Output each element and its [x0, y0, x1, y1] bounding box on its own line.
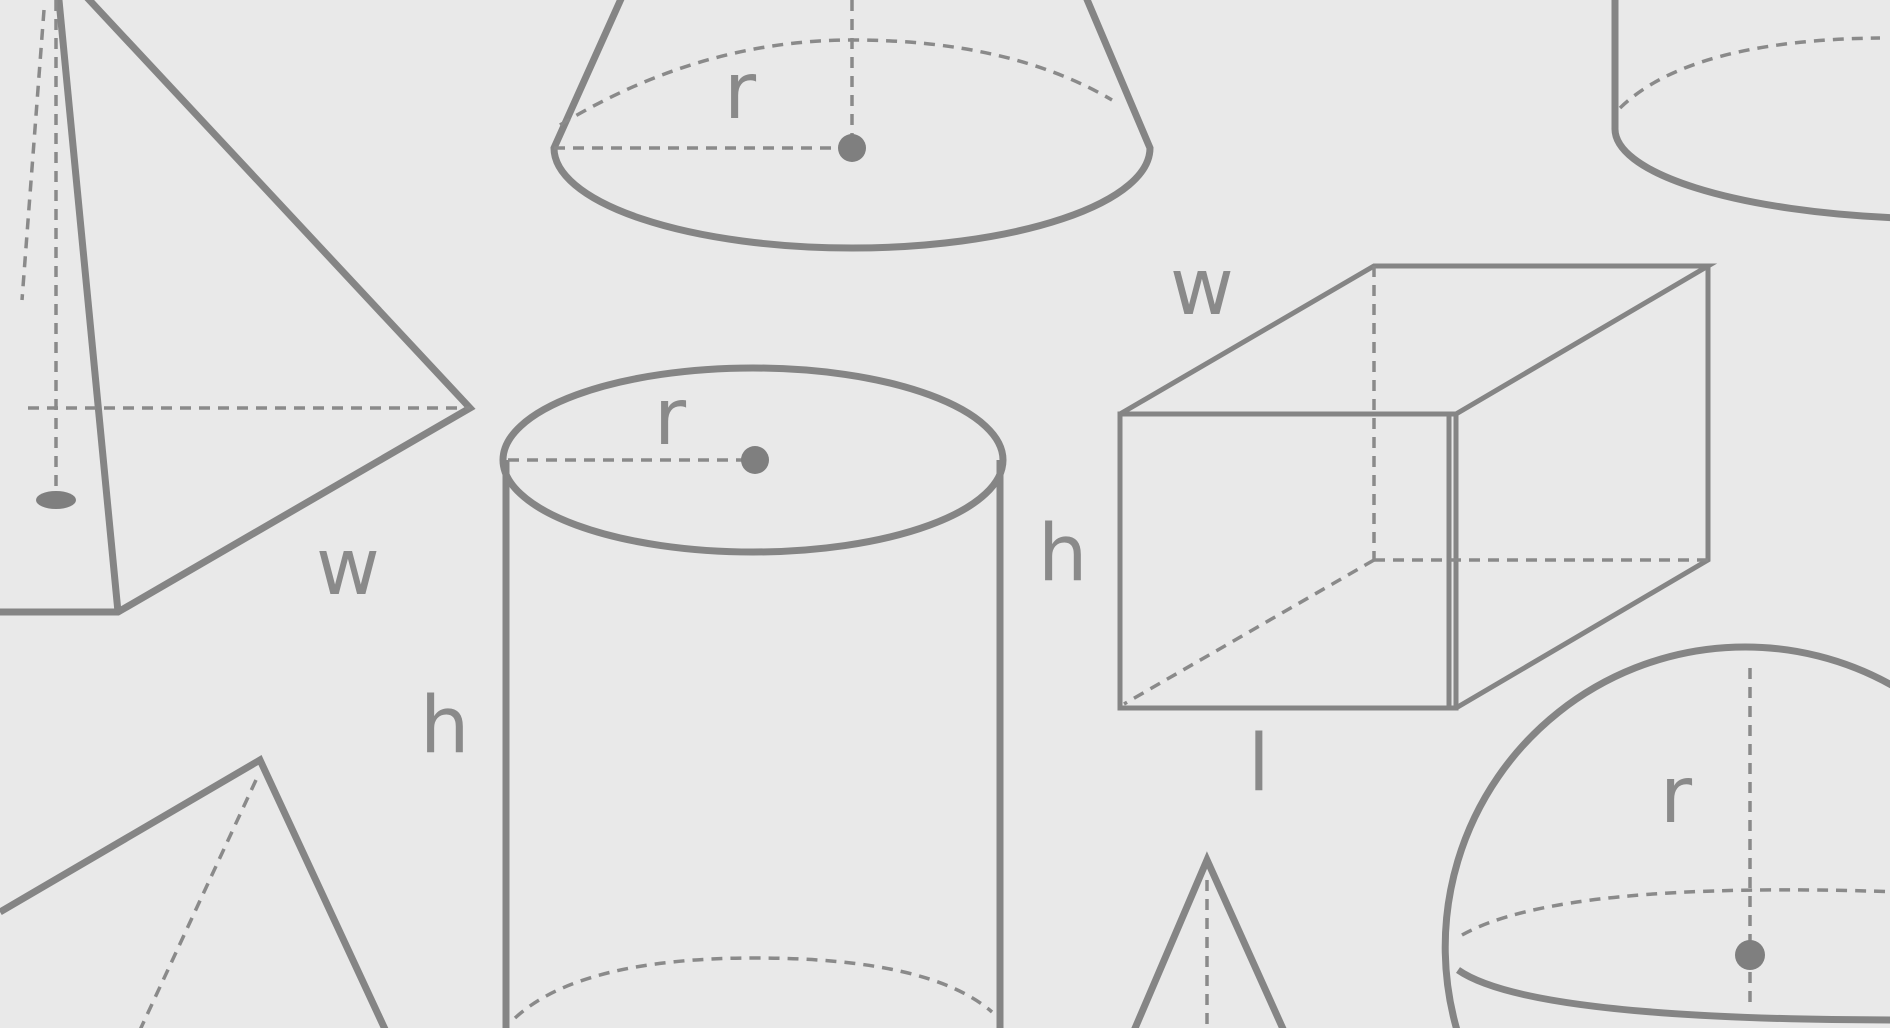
box-l-label: l [1248, 719, 1270, 809]
cone-center-point [838, 134, 866, 162]
pyramid-bottom-edges [0, 755, 389, 1028]
pyramid-base-point [36, 491, 76, 509]
pyramid-hidden-edge [20, 9, 46, 301]
cylinder-h-label: h [1038, 509, 1087, 599]
pyramid-bottom-hidden-edge [138, 779, 258, 1028]
sphere-equator-back-dashed [1461, 888, 1890, 937]
box-right-face [1454, 266, 1711, 711]
box-w-label: w [1170, 243, 1234, 333]
pyramid-w-label: w [316, 523, 380, 613]
cylinder-r-label: r [654, 373, 687, 463]
sphere-r-label: r [1660, 751, 1693, 841]
cone-top: r [550, 0, 1154, 252]
cylinder-center-point [741, 446, 769, 474]
box-top-face [1118, 263, 1718, 417]
pyramid-top-left: w [0, 0, 476, 616]
cylinder-top-right [1611, 0, 1890, 222]
sphere-bottom-right: r [1441, 643, 1890, 1028]
cone-bottom-outline [1131, 851, 1287, 1028]
cone-r-label: r [724, 47, 757, 137]
cylinder-right-base-dashed [1618, 36, 1881, 110]
cone-outline [550, 0, 1154, 252]
sphere-outline [1441, 643, 1890, 1028]
pyramid-front-edge [55, 0, 122, 613]
box-hidden-diagonal [1123, 558, 1375, 706]
cylinder-bottom-dashed [513, 956, 994, 1020]
cylinder-h-left-label: h [420, 681, 469, 771]
rectangular-box: w l [1117, 243, 1718, 809]
cylinder-right-outline [1611, 0, 1890, 222]
sphere-equator-front [1456, 967, 1890, 1024]
sphere-center-point [1735, 940, 1765, 970]
box-front-face [1117, 411, 1459, 711]
cylinder-center: r h h [420, 364, 1087, 1028]
cone-base-back-dashed [559, 38, 1113, 127]
pyramid-bottom-left [0, 755, 389, 1028]
cone-bottom [1131, 851, 1287, 1028]
pyramid-edges [0, 0, 476, 616]
